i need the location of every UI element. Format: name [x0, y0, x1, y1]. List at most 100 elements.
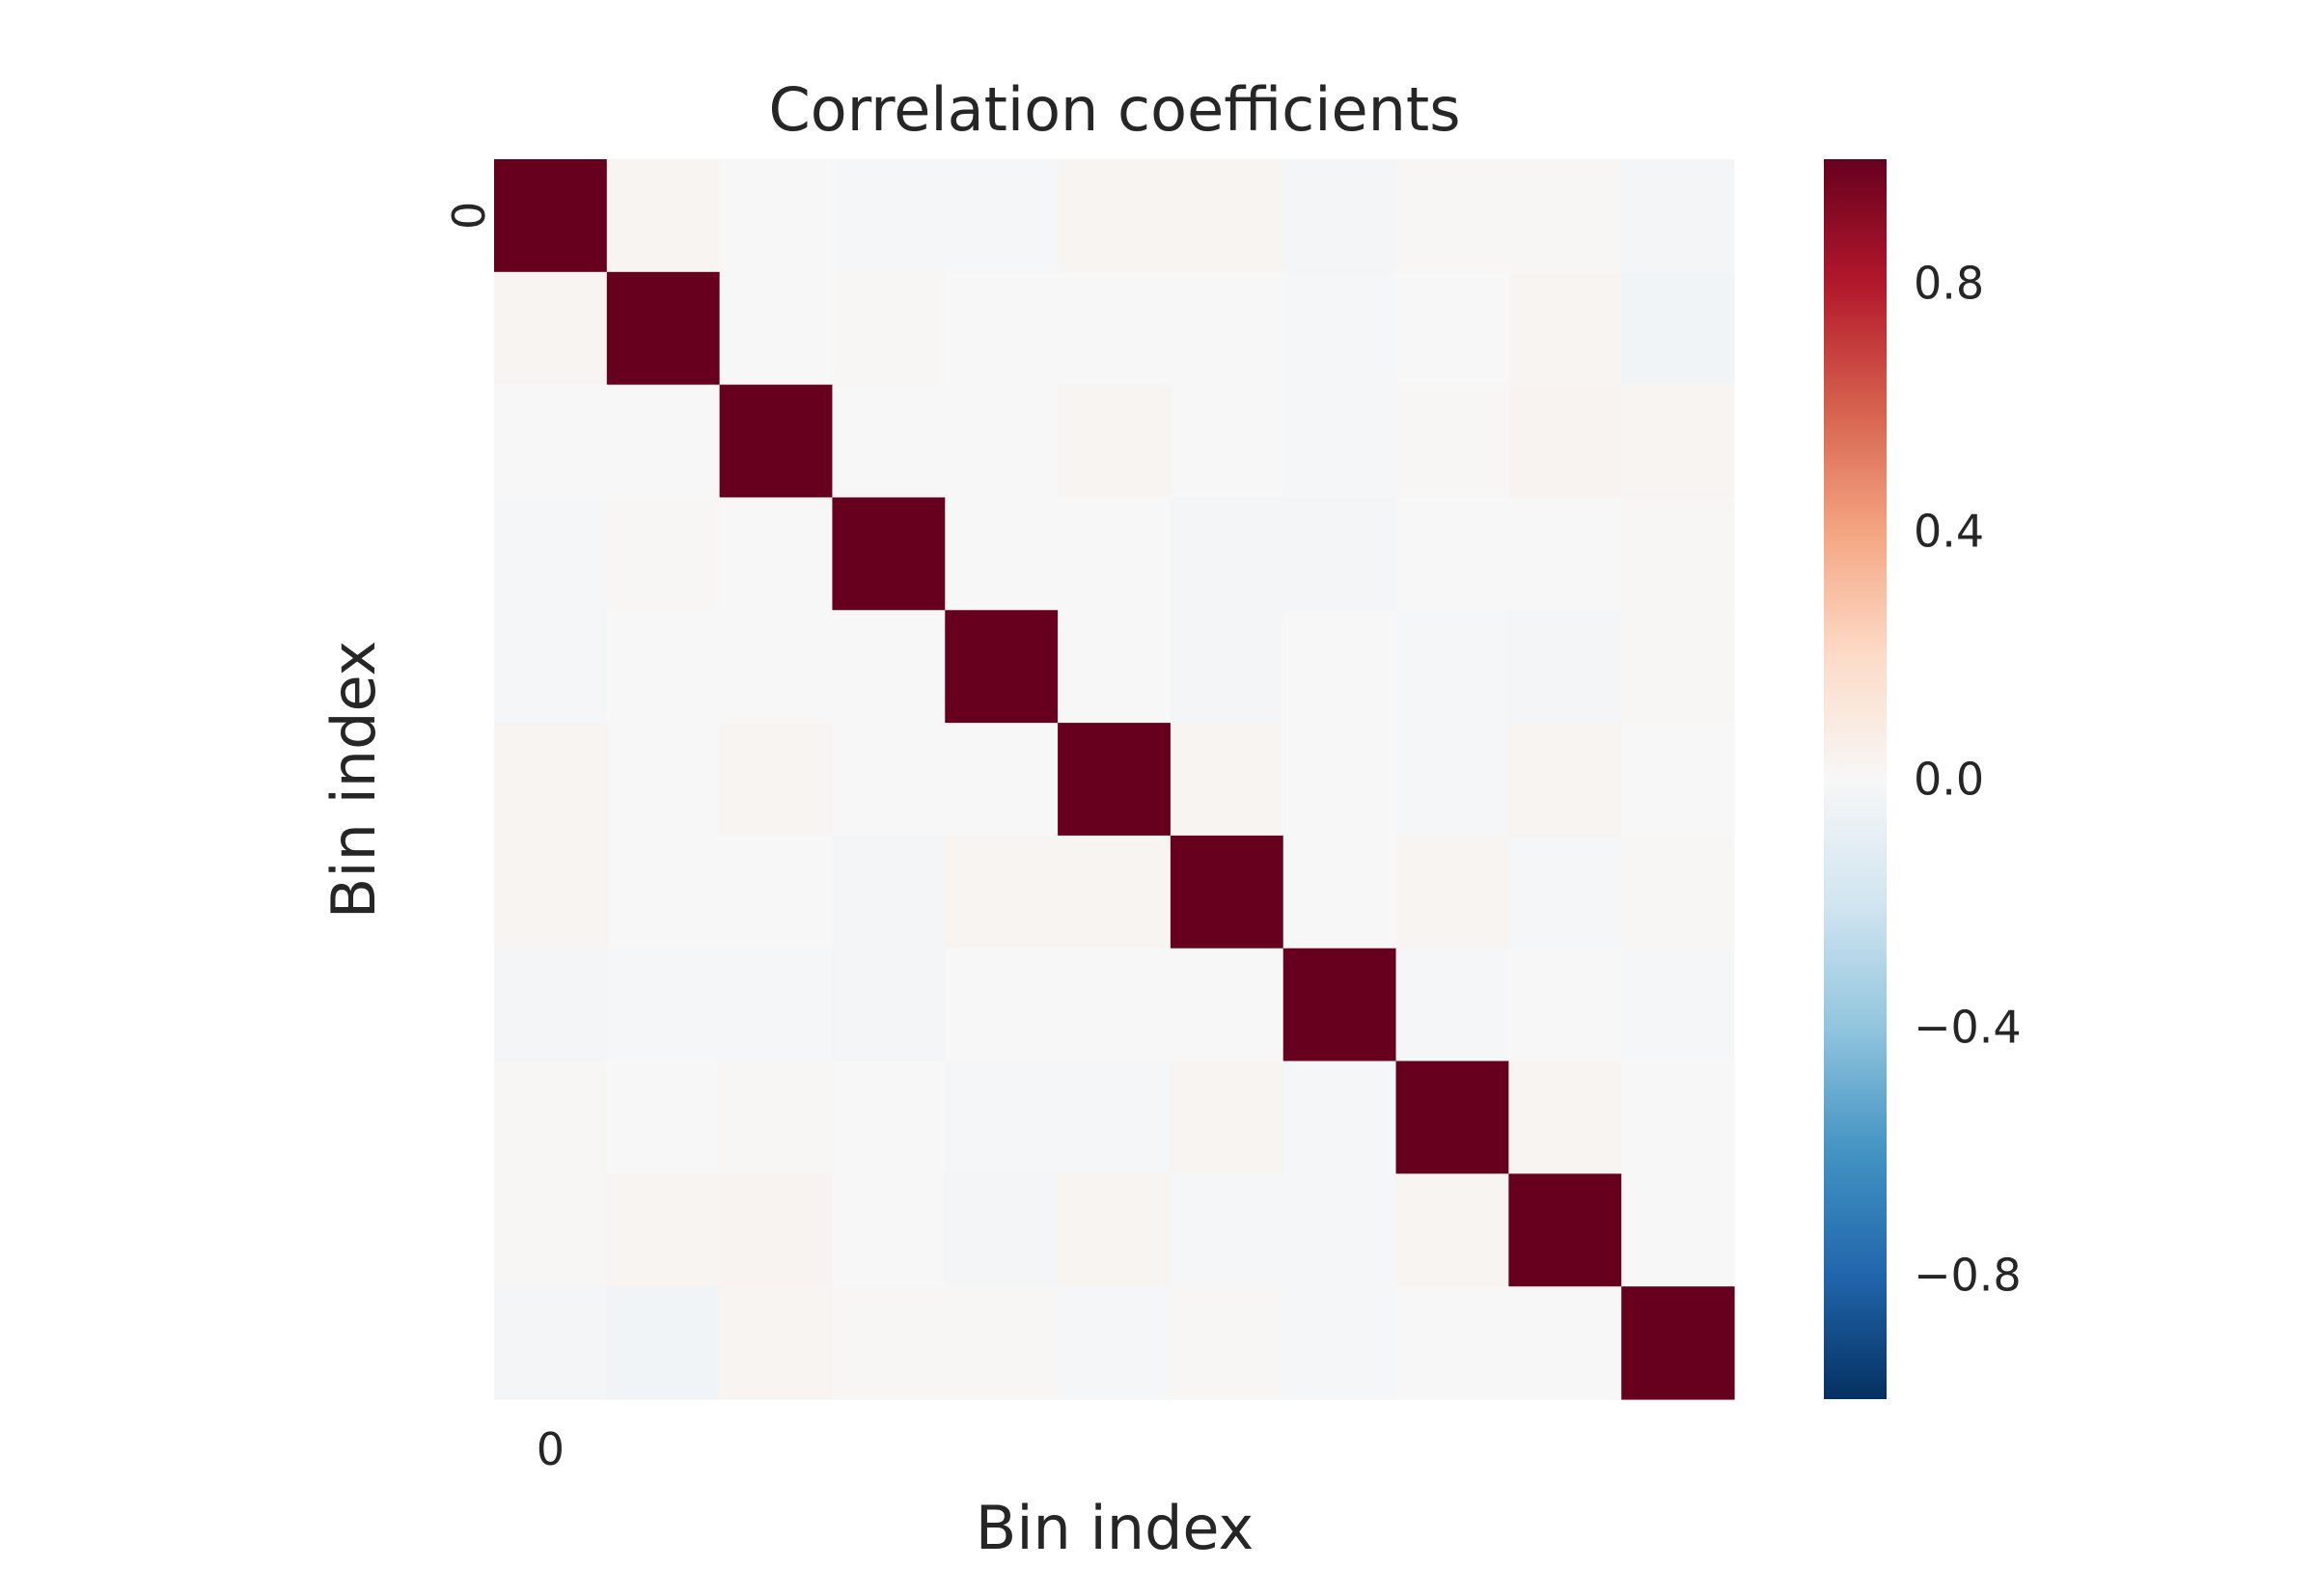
heatmap-cell-r5-c4: [945, 723, 1059, 837]
heatmap-cell-r10-c8: [1395, 1286, 1509, 1400]
heatmap-cell-r3-c9: [1508, 497, 1622, 611]
heatmap-cell-r4-c4: [945, 610, 1059, 724]
heatmap-cell-r4-c5: [1058, 610, 1172, 724]
heatmap-cell-r1-c1: [606, 271, 721, 386]
heatmap-cell-r5-c6: [1170, 723, 1284, 837]
heatmap-cell-r3-c4: [945, 497, 1059, 611]
heatmap-cell-r0-c6: [1170, 159, 1284, 273]
heatmap-cell-r10-c2: [719, 1286, 834, 1400]
heatmap-cell-r10-c10: [1621, 1286, 1735, 1400]
heatmap-cell-r1-c4: [945, 271, 1059, 386]
heatmap-cell-r6-c6: [1170, 835, 1284, 949]
y-axis-label: Bin index: [318, 641, 389, 919]
heatmap-cell-r7-c2: [719, 948, 834, 1062]
heatmap-cell-r0-c0: [494, 159, 608, 273]
heatmap-cell-r8-c9: [1508, 1060, 1622, 1174]
heatmap-cell-r3-c2: [719, 497, 834, 611]
heatmap-cell-r5-c8: [1395, 723, 1509, 837]
heatmap-cell-r10-c9: [1508, 1286, 1622, 1400]
heatmap-cell-r10-c6: [1170, 1286, 1284, 1400]
heatmap-cell-r6-c10: [1621, 835, 1735, 949]
heatmap-cell-r8-c3: [832, 1060, 946, 1174]
colorbar-tick-label: −0.4: [1914, 1002, 2022, 1054]
heatmap-cell-r2-c6: [1170, 384, 1284, 499]
heatmap-cell-r7-c4: [945, 948, 1059, 1062]
heatmap-cell-r2-c7: [1282, 384, 1397, 499]
heatmap-cell-r6-c1: [606, 835, 721, 949]
colorbar-tick-labels: 0.8 0.4 0.0 −0.4 −0.8: [1914, 258, 2022, 1302]
heatmap-cell-r3-c5: [1058, 497, 1172, 611]
heatmap-cell-r0-c2: [719, 159, 834, 273]
heatmap-cell-r7-c6: [1170, 948, 1284, 1062]
heatmap-cell-r2-c8: [1395, 384, 1509, 499]
heatmap-cell-r3-c7: [1282, 497, 1397, 611]
heatmap-cell-r3-c0: [494, 497, 608, 611]
heatmap-cell-r0-c10: [1621, 159, 1735, 273]
heatmap-cell-r9-c8: [1395, 1173, 1509, 1287]
heatmap-cell-r8-c1: [606, 1060, 721, 1174]
x-tick-label: 0: [537, 1423, 565, 1475]
heatmap-cell-r9-c6: [1170, 1173, 1284, 1287]
heatmap-cell-r7-c10: [1621, 948, 1735, 1062]
heatmap-cell-r4-c10: [1621, 610, 1735, 724]
heatmap-cell-r9-c0: [494, 1173, 608, 1287]
heatmap-cell-r10-c7: [1282, 1286, 1397, 1400]
heatmap-cell-r5-c5: [1058, 723, 1172, 837]
heatmap-cell-r8-c4: [945, 1060, 1059, 1174]
heatmap-cell-r3-c3: [832, 497, 946, 611]
heatmap-cell-r3-c6: [1170, 497, 1284, 611]
heatmap-cell-r0-c3: [832, 159, 946, 273]
heatmap-cell-r1-c8: [1395, 271, 1509, 386]
heatmap-cell-r7-c7: [1282, 948, 1397, 1062]
heatmap-cell-r7-c5: [1058, 948, 1172, 1062]
heatmap-cell-r8-c7: [1282, 1060, 1397, 1174]
colorbar: [1824, 159, 1887, 1399]
heatmap-cell-r4-c9: [1508, 610, 1622, 724]
colorbar-tick-label: −0.8: [1914, 1250, 2022, 1302]
heatmap-cell-r3-c1: [606, 497, 721, 611]
heatmap-cell-r10-c4: [945, 1286, 1059, 1400]
heatmap-cell-r6-c7: [1282, 835, 1397, 949]
heatmap-cell-r5-c7: [1282, 723, 1397, 837]
heatmap-cell-r3-c8: [1395, 497, 1509, 611]
heatmap-cell-r9-c3: [832, 1173, 946, 1287]
heatmap-cell-r6-c0: [494, 835, 608, 949]
heatmap-cell-r10-c1: [606, 1286, 721, 1400]
heatmap-cell-r9-c9: [1508, 1173, 1622, 1287]
heatmap-cell-r6-c2: [719, 835, 834, 949]
y-tick-label: 0: [441, 202, 493, 230]
heatmap-cell-r1-c7: [1282, 271, 1397, 386]
heatmap-cell-r5-c0: [494, 723, 608, 837]
heatmap-cell-r10-c3: [832, 1286, 946, 1400]
x-tick-labels: 0: [537, 1423, 565, 1475]
heatmap-cell-r0-c8: [1395, 159, 1509, 273]
heatmap-cell-r1-c5: [1058, 271, 1172, 386]
heatmap-cell-r0-c4: [945, 159, 1059, 273]
heatmap-cell-r4-c2: [719, 610, 834, 724]
heatmap-cell-r2-c10: [1621, 384, 1735, 499]
heatmap-cell-r9-c5: [1058, 1173, 1172, 1287]
heatmap-cell-r1-c0: [494, 271, 608, 386]
colorbar-tick-label: 0.8: [1914, 258, 1984, 310]
heatmap-cell-r2-c4: [945, 384, 1059, 499]
heatmap-cell-r6-c3: [832, 835, 946, 949]
heatmap-cell-r7-c9: [1508, 948, 1622, 1062]
heatmap-cell-r7-c3: [832, 948, 946, 1062]
x-axis-label: Bin index: [976, 1493, 1254, 1563]
colorbar-tick-label: 0.4: [1914, 506, 1984, 558]
heatmap-cell-r10-c5: [1058, 1286, 1172, 1400]
heatmap-cell-r1-c6: [1170, 271, 1284, 386]
heatmap-cell-r5-c1: [606, 723, 721, 837]
heatmap-cell-r5-c3: [832, 723, 946, 837]
heatmap-cell-r4-c6: [1170, 610, 1284, 724]
heatmap-cell-r7-c1: [606, 948, 721, 1062]
heatmap-cell-r7-c8: [1395, 948, 1509, 1062]
heatmap-cell-r4-c1: [606, 610, 721, 724]
heatmap-cell-r6-c5: [1058, 835, 1172, 949]
heatmap-cell-r8-c5: [1058, 1060, 1172, 1174]
heatmap-cell-r2-c2: [719, 384, 834, 499]
heatmap-cell-r4-c7: [1282, 610, 1397, 724]
heatmap-cell-r8-c0: [494, 1060, 608, 1174]
